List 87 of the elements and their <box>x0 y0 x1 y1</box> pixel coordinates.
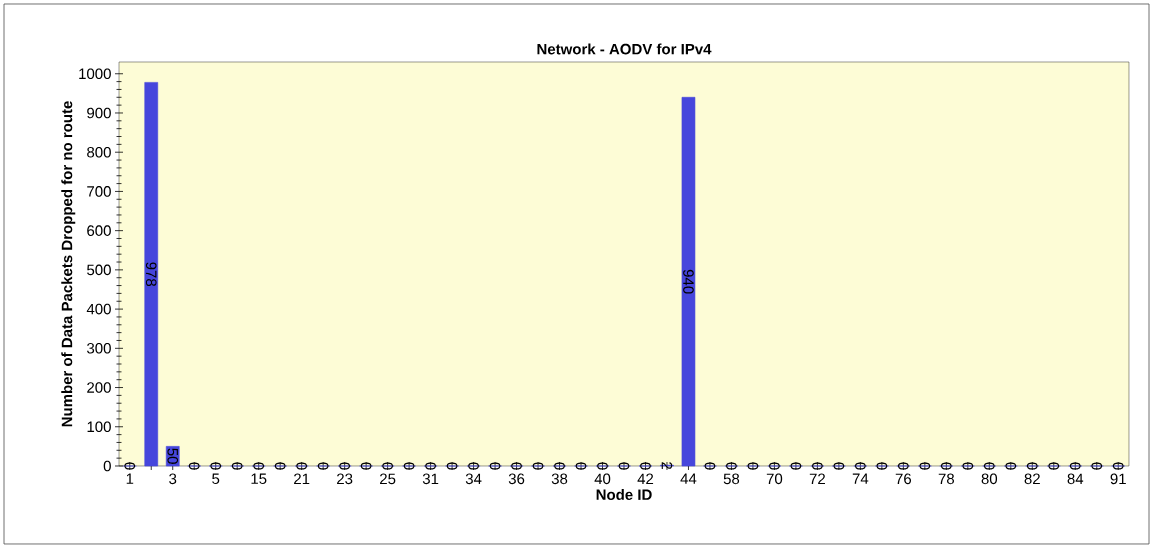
y-tick-label: 300 <box>87 343 111 354</box>
y-tick-label: 1000 <box>79 68 111 80</box>
data-label: 0 <box>1005 462 1017 470</box>
data-label: 0 <box>898 462 909 470</box>
data-label: 0 <box>511 462 522 470</box>
data-label: 0 <box>876 462 888 470</box>
data-label: 2 <box>661 462 673 470</box>
x-tick-label: 31 <box>422 473 439 485</box>
x-axis-title: Node ID <box>596 489 652 501</box>
x-tick-label: 72 <box>809 473 825 484</box>
x-tick-label: 15 <box>251 473 267 484</box>
x-tick-label: 84 <box>1067 473 1084 485</box>
data-label: 0 <box>833 462 845 470</box>
y-tick-label: 0 <box>103 460 111 472</box>
x-tick-label: 91 <box>1110 473 1126 485</box>
data-label: 0 <box>253 462 264 470</box>
data-label: 0 <box>468 462 479 470</box>
x-tick-label: 36 <box>508 473 525 485</box>
data-label: 0 <box>575 462 587 470</box>
x-tick-label: 70 <box>766 473 783 485</box>
data-label: 0 <box>210 462 222 470</box>
bar <box>144 82 159 467</box>
data-label: 978 <box>145 262 157 287</box>
y-tick-label: 200 <box>87 382 111 393</box>
data-label: 0 <box>640 462 651 470</box>
data-label: 0 <box>382 462 393 470</box>
data-label: 0 <box>1048 462 1060 470</box>
data-label: 0 <box>941 462 952 470</box>
x-tick-label: 38 <box>551 473 568 485</box>
data-label: 940 <box>683 269 694 294</box>
data-label: 0 <box>704 462 716 470</box>
data-label: 0 <box>962 462 974 470</box>
x-tick-label: 40 <box>594 473 611 485</box>
data-label: 0 <box>360 462 372 470</box>
x-tick-label: 76 <box>895 473 912 485</box>
x-tick-label: 80 <box>981 473 998 485</box>
y-tick-label: 700 <box>87 186 111 197</box>
data-label: 0 <box>532 462 544 470</box>
data-label: 0 <box>747 462 759 470</box>
data-label: 50 <box>167 448 179 464</box>
data-label: 0 <box>1091 462 1103 470</box>
x-tick-label: 3 <box>169 473 177 485</box>
x-tick-label: 5 <box>212 473 220 484</box>
data-label: 0 <box>274 462 286 470</box>
data-label: 0 <box>769 462 780 470</box>
data-label: 0 <box>1069 462 1081 470</box>
x-tick-label: 34 <box>465 473 482 485</box>
x-tick-label: 21 <box>294 473 310 484</box>
data-label: 0 <box>1112 462 1124 470</box>
x-tick-label: 25 <box>380 473 396 485</box>
data-label: 0 <box>446 462 458 470</box>
y-tick-label: 600 <box>87 225 111 236</box>
data-label: 0 <box>231 462 243 470</box>
data-label: 0 <box>296 462 307 470</box>
x-tick-label: 44 <box>680 473 697 484</box>
data-label: 0 <box>339 462 350 470</box>
x-tick-label: 1 <box>126 473 134 484</box>
y-tick-label: 400 <box>86 303 111 315</box>
y-tick-label: 900 <box>87 107 111 119</box>
data-label: 0 <box>812 462 823 470</box>
y-axis-title: Number of Data Packets Dropped for no route <box>61 101 76 427</box>
chart-title: Network - AODV for IPv4 <box>537 43 712 55</box>
data-label: 0 <box>124 462 136 470</box>
y-tick-label: 500 <box>87 264 111 276</box>
data-label: 0 <box>984 462 995 470</box>
x-tick-label: 74 <box>852 473 869 484</box>
data-label: 0 <box>425 462 436 470</box>
bar <box>681 96 696 467</box>
data-label: 0 <box>1026 462 1038 470</box>
data-label: 0 <box>403 462 415 470</box>
data-label: 0 <box>919 462 931 470</box>
x-tick-label: 42 <box>637 473 654 484</box>
x-tick-label: 82 <box>1024 473 1040 485</box>
data-label: 0 <box>855 462 866 470</box>
data-label: 0 <box>554 462 565 470</box>
data-label: 0 <box>618 462 630 470</box>
data-label: 0 <box>188 462 200 470</box>
data-label: 0 <box>726 462 737 470</box>
x-tick-label: 58 <box>723 473 740 485</box>
x-tick-label: 23 <box>337 473 353 485</box>
x-tick-label: 78 <box>938 473 955 485</box>
y-tick-label: 800 <box>87 146 111 158</box>
data-label: 0 <box>317 462 329 470</box>
y-tick-label: 100 <box>87 421 111 433</box>
data-label: 0 <box>489 462 501 470</box>
data-label: 0 <box>597 462 608 470</box>
data-label: 0 <box>790 462 802 470</box>
